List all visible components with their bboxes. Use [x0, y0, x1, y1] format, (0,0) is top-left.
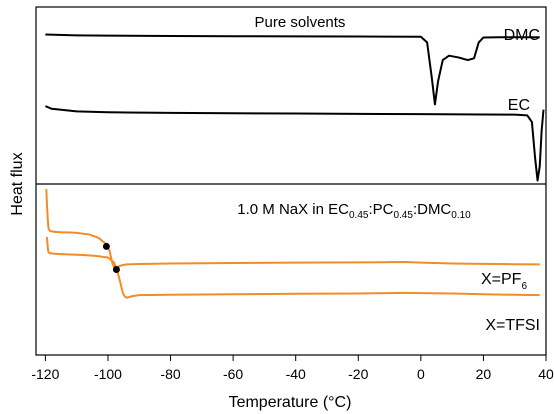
pf6-label: X=PF6: [481, 271, 527, 292]
top-panel-title: Pure solvents: [255, 14, 346, 31]
bottom-panel-title: 1.0 M NaX in EC0.45:PC0.45:DMC0.10: [237, 201, 471, 221]
series-ec-line: [44, 105, 545, 182]
dmc-label: DMC: [504, 27, 540, 44]
transition-marker-x-pf6: [102, 242, 110, 250]
x-tick-label: -120: [31, 366, 59, 382]
ec-label: EC: [508, 97, 530, 114]
y-axis-title: Heat flux: [9, 152, 26, 215]
x-axis-ticks: [44, 355, 547, 361]
data-curves: [44, 33, 545, 299]
x-tick-label: -20: [348, 366, 368, 382]
x-axis-title: Temperature (°C): [229, 394, 352, 411]
x-tick-label: 0: [417, 366, 425, 382]
tfsi-label: X=TFSI: [485, 317, 540, 334]
x-tick-label: 40: [538, 366, 554, 382]
series-dmc-line: [45, 33, 540, 106]
x-tick-label: 20: [476, 366, 492, 382]
x-tick-label: -60: [223, 366, 243, 382]
transition-marker-x-tfsi: [112, 266, 120, 273]
series-x-tfsi-line: [45, 236, 540, 299]
plot-frame: [35, 6, 547, 356]
x-tick-label: -100: [94, 366, 122, 382]
x-tick-label: -40: [286, 366, 306, 382]
x-axis-tick-labels: -120 -100 -80 -60 -40 -20 0 20 40: [31, 366, 554, 382]
data-markers: [102, 242, 120, 273]
x-tick-label: -80: [160, 366, 180, 382]
